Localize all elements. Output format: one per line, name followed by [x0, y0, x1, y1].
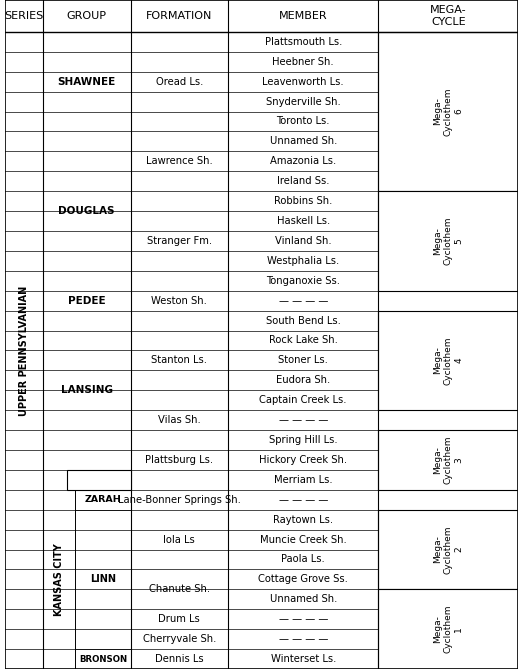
Text: SERIES: SERIES — [4, 11, 44, 21]
Text: Heebner Sh.: Heebner Sh. — [272, 57, 334, 67]
Bar — [379, 310, 518, 410]
Text: Mega-
Cyclothem
3: Mega- Cyclothem 3 — [433, 436, 463, 484]
Text: Weston Sh.: Weston Sh. — [151, 296, 207, 306]
Text: Unnamed Sh.: Unnamed Sh. — [269, 136, 337, 147]
Text: Haskell Ls.: Haskell Ls. — [277, 216, 330, 226]
Text: Muncie Creek Sh.: Muncie Creek Sh. — [260, 535, 347, 545]
Text: Westphalia Ls.: Westphalia Ls. — [267, 256, 339, 266]
Text: Stranger Fm.: Stranger Fm. — [147, 236, 212, 246]
Text: South Bend Ls.: South Bend Ls. — [266, 316, 341, 326]
Text: Spring Hill Ls.: Spring Hill Ls. — [269, 435, 338, 445]
Text: Mega-
Cyclothem
4: Mega- Cyclothem 4 — [433, 336, 463, 385]
Text: Chanute Sh.: Chanute Sh. — [149, 584, 210, 594]
Text: Winterset Ls.: Winterset Ls. — [270, 654, 336, 664]
Text: — — — —: — — — — — [279, 296, 328, 306]
Text: Oread Ls.: Oread Ls. — [155, 77, 203, 86]
Text: Vinland Sh.: Vinland Sh. — [275, 236, 332, 246]
Text: Drum Ls: Drum Ls — [159, 614, 200, 624]
Text: MEMBER: MEMBER — [279, 11, 327, 21]
Text: GROUP: GROUP — [67, 11, 107, 21]
Bar — [379, 191, 518, 291]
Text: Mega-
Cyclothem
1: Mega- Cyclothem 1 — [433, 605, 463, 654]
Text: Eudora Sh.: Eudora Sh. — [276, 375, 330, 385]
Bar — [379, 510, 518, 589]
Text: BRONSON: BRONSON — [79, 654, 127, 664]
Text: SHAWNEE: SHAWNEE — [57, 77, 116, 86]
Text: Lawrence Sh.: Lawrence Sh. — [146, 157, 213, 167]
Text: Captain Creek Ls.: Captain Creek Ls. — [260, 395, 347, 405]
Text: PEDEE: PEDEE — [68, 296, 106, 306]
Bar — [379, 430, 518, 490]
Text: MEGA-
CYCLE: MEGA- CYCLE — [430, 5, 467, 27]
Text: Robbins Sh.: Robbins Sh. — [274, 196, 333, 206]
Text: Plattsmouth Ls.: Plattsmouth Ls. — [265, 37, 342, 47]
Bar — [67, 470, 131, 490]
Text: Leavenworth Ls.: Leavenworth Ls. — [263, 77, 344, 86]
Text: Iola Ls: Iola Ls — [163, 535, 195, 545]
Text: Hickory Creek Sh.: Hickory Creek Sh. — [259, 455, 347, 465]
Text: Stoner Ls.: Stoner Ls. — [278, 355, 328, 365]
Bar — [379, 589, 518, 669]
Text: — — — —: — — — — — [279, 614, 328, 624]
Text: SUBGROUP: SUBGROUP — [73, 476, 125, 484]
Text: Merriam Ls.: Merriam Ls. — [274, 475, 333, 485]
Text: LINN: LINN — [90, 575, 116, 585]
Text: Toronto Ls.: Toronto Ls. — [277, 116, 330, 126]
Text: Mega-
Cyclothem
6: Mega- Cyclothem 6 — [433, 87, 463, 136]
Text: Lane-Bonner Springs Sh.: Lane-Bonner Springs Sh. — [118, 495, 241, 504]
Text: UPPER PENNSYLVANIAN: UPPER PENNSYLVANIAN — [19, 285, 29, 415]
Text: Mega-
Cyclothem
2: Mega- Cyclothem 2 — [433, 525, 463, 574]
Text: Snyderville Sh.: Snyderville Sh. — [266, 96, 341, 106]
Text: Plattsburg Ls.: Plattsburg Ls. — [145, 455, 213, 465]
Text: Mega-
Cyclothem
5: Mega- Cyclothem 5 — [433, 217, 463, 265]
Text: — — — —: — — — — — [279, 415, 328, 425]
Text: Rock Lake Sh.: Rock Lake Sh. — [269, 335, 338, 345]
Text: Stanton Ls.: Stanton Ls. — [151, 355, 207, 365]
Text: ZARAH: ZARAH — [84, 495, 121, 504]
Text: Unnamed Sh.: Unnamed Sh. — [269, 594, 337, 604]
Text: LANSING: LANSING — [61, 385, 112, 395]
Text: Ireland Ss.: Ireland Ss. — [277, 176, 329, 186]
Text: FORMATION: FORMATION — [146, 11, 212, 21]
Text: — — — —: — — — — — [279, 495, 328, 504]
Text: Cottage Grove Ss.: Cottage Grove Ss. — [258, 575, 348, 585]
Text: Cherryvale Sh.: Cherryvale Sh. — [142, 634, 216, 644]
Text: Amazonia Ls.: Amazonia Ls. — [270, 157, 336, 167]
Bar — [379, 32, 518, 191]
Text: Paola Ls.: Paola Ls. — [281, 555, 325, 565]
Text: — — — —: — — — — — [279, 634, 328, 644]
Text: Vilas Sh.: Vilas Sh. — [158, 415, 200, 425]
Text: Raytown Ls.: Raytown Ls. — [273, 514, 333, 524]
Text: Tonganoxie Ss.: Tonganoxie Ss. — [266, 276, 340, 286]
Text: KANSAS CITY: KANSAS CITY — [54, 543, 64, 615]
Text: DOUGLAS: DOUGLAS — [59, 206, 115, 216]
Text: Dennis Ls: Dennis Ls — [155, 654, 204, 664]
